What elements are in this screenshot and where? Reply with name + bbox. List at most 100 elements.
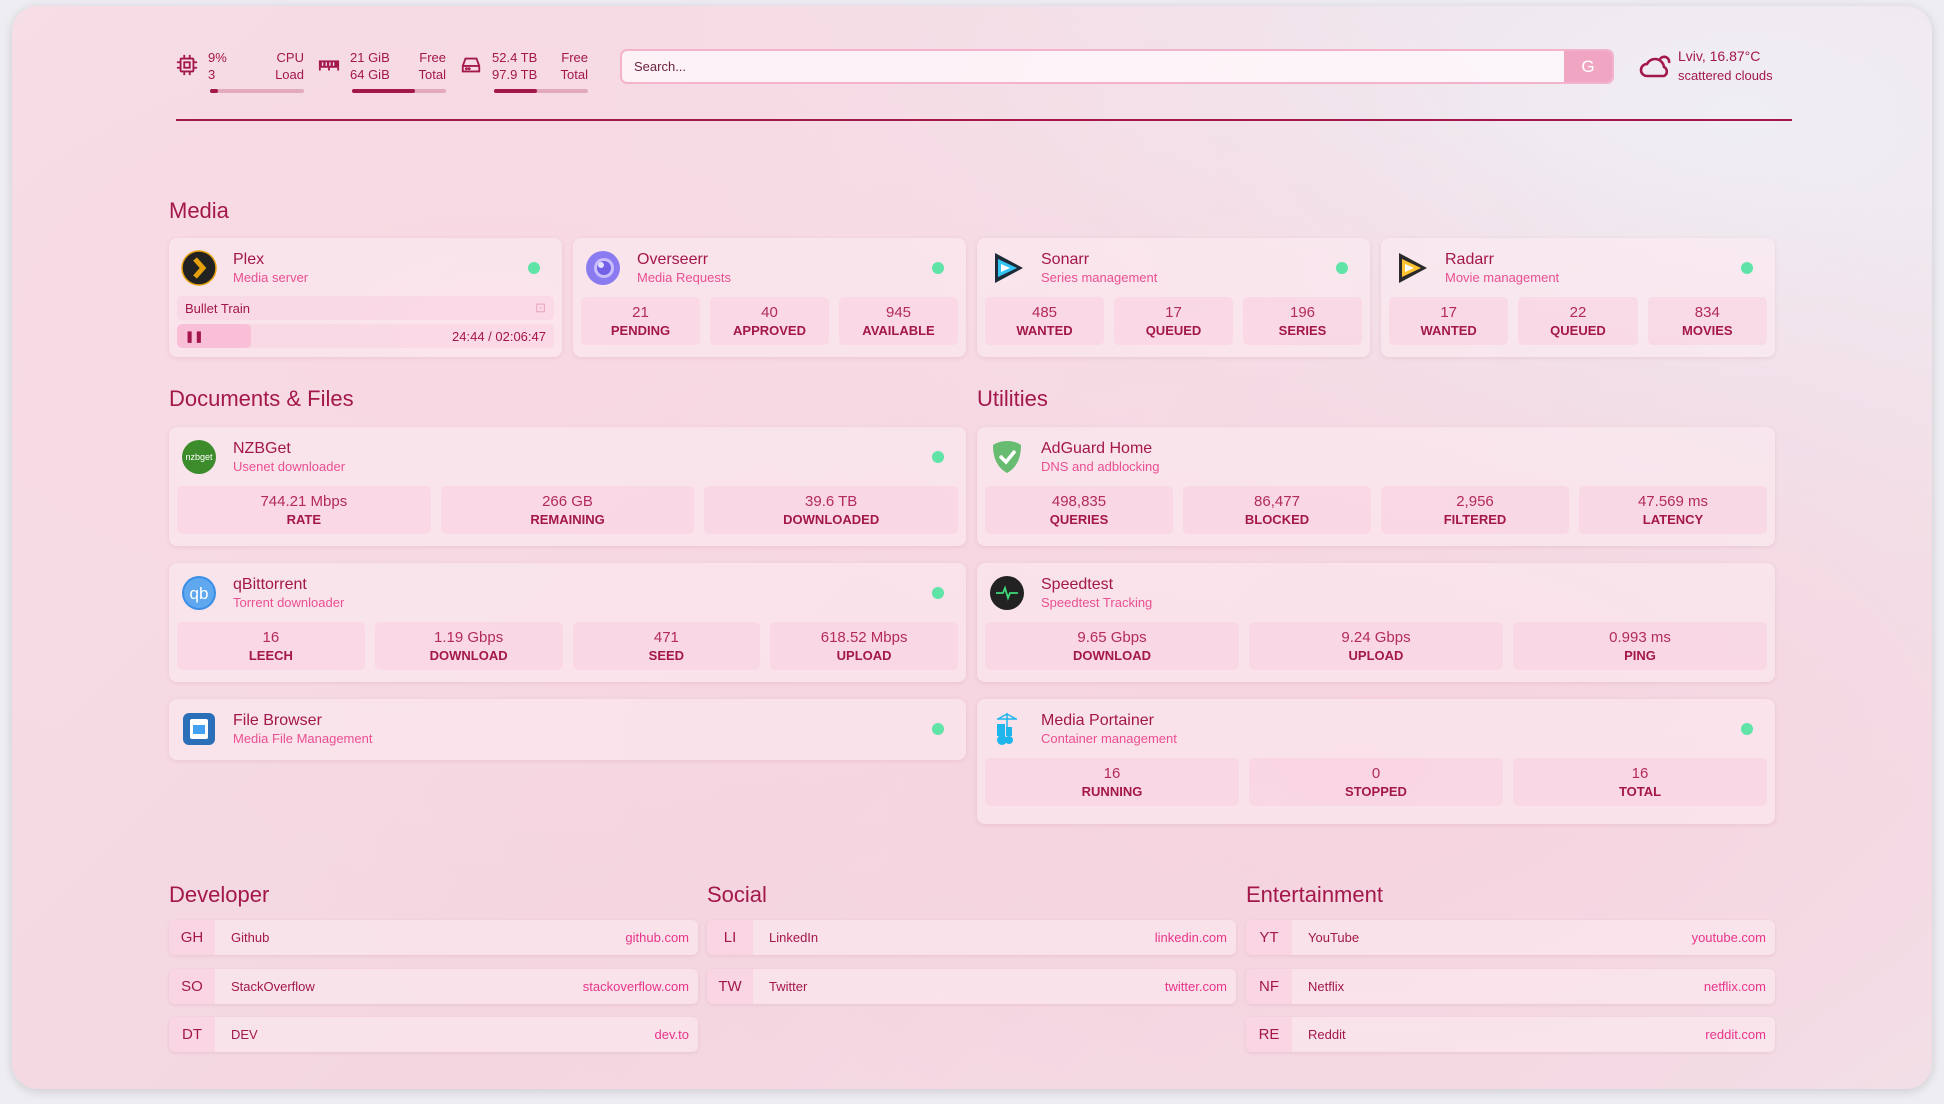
service-name: Media Portainer [1041,711,1154,729]
memory-widget: 21 GiB Free 64 GiB Total [318,49,446,93]
service-card-overseerr[interactable]: Overseerr Media Requests 21 PENDING 40 APPR… [573,238,966,357]
adguard-icon [989,439,1025,475]
stat-value: 17 [1165,304,1182,321]
service-card-plex[interactable]: Plex Media server Bullet Train ⊡ ❚❚ 24:44 … [169,238,562,357]
stat-label: WANTED [1016,323,1073,338]
stat-value: 16 [1103,765,1121,782]
stat-value: 945 [885,304,912,321]
stat-label: LATENCY [1642,512,1704,527]
bookmark-stackoverflow[interactable]: SO StackOverflow stackoverflow.com [169,968,698,1004]
pause-icon[interactable]: ❚❚ [185,330,204,343]
bookmark-url: github.com [625,930,689,945]
stat-value: 22 [1569,304,1587,321]
bookmark-dev[interactable]: DT DEV dev.to [169,1017,698,1052]
stat-downloaded: 39.6 TB DOWNLOADED [704,486,959,534]
bookmark-linkedin[interactable]: LI LinkedIn linkedin.com [707,920,1236,955]
stat-movies: 834 MOVIES [1647,297,1767,345]
service-card-portainer[interactable]: Media Portainer Container management 16 R… [977,699,1775,824]
service-description: Series management [1041,269,1158,285]
stat-label: QUEUED [1145,323,1202,338]
now-playing[interactable]: Bullet Train ⊡ [177,296,554,320]
memory-icon [318,54,340,79]
service-name: Speedtest [1041,575,1114,593]
stat-queries: 498,835 QUERIES [985,486,1173,534]
service-header: Sonarr Series management [985,248,1362,288]
status-indicator [1741,723,1753,735]
svg-text:nzbget: nzbget [185,452,213,462]
service-card-sonarr[interactable]: Sonarr Series management 485 WANTED 17 QUEU… [977,238,1370,357]
speedtest-icon [989,575,1025,611]
free-label: Free [419,50,446,65]
service-card-radarr[interactable]: Radarr Movie management 17 WANTED 22 QUEUED… [1381,238,1775,357]
stat-wanted: 485 WANTED [985,297,1104,345]
bookmark-reddit[interactable]: RE Reddit reddit.com [1246,1017,1775,1052]
service-description: Speedtest Tracking [1041,594,1153,610]
disk-free: 52.4 TB [492,50,538,65]
service-description: Container management [1041,730,1177,746]
cpu-label: CPU [276,50,304,65]
weather-location: Lviv, 16.87°C [1678,48,1761,64]
stat-upload: 9.24 Gbps UPLOAD [1249,622,1503,670]
service-name: Radarr [1445,250,1494,268]
playback-progress[interactable]: ❚❚ 24:44 / 02:06:47 [177,324,554,348]
stat-label: PING [1624,648,1656,663]
playback-time: 24:44 / 02:06:47 [452,328,546,344]
status-indicator [1336,262,1348,274]
bookmark-name: StackOverflow [231,978,315,994]
search-bar: G [620,49,1614,84]
stat-value: 40 [761,304,778,321]
search-input[interactable] [622,59,1564,74]
svg-text:qb: qb [190,584,209,603]
bookmark-name: Twitter [769,978,808,994]
service-card-adguard[interactable]: AdGuard Home DNS and adblocking 498,835 Q… [977,427,1775,546]
stat-label: PENDING [610,323,671,338]
section-title-media: Media [169,198,229,223]
service-description: DNS and adblocking [1041,458,1160,474]
stat-stopped: 0 STOPPED [1249,758,1503,806]
stat-value: 485 [1031,304,1058,321]
service-header: File Browser Media File Management [177,709,958,749]
bookmark-github[interactable]: GH Github github.com [169,920,698,955]
search-provider-button[interactable]: G [1564,51,1612,82]
disk-bar [494,89,588,93]
stat-total: 16 TOTAL [1513,758,1767,806]
stat-value: 471 [653,629,679,646]
weather-widget[interactable]: Lviv, 16.87°C scattered clouds [1678,46,1773,86]
stat-label: STOPPED [1345,784,1407,799]
service-card-qbittorrent[interactable]: qb qBittorrent Torrent downloader 16 LEEC… [169,563,966,682]
stat-label: APPROVED [733,323,806,338]
service-card-nzbget[interactable]: nzbget NZBGet Usenet downloader 744.21 M… [169,427,966,546]
disk-widget: 52.4 TB Free 97.9 TB Total [460,49,588,93]
stat-running: 16 RUNNING [985,758,1239,806]
cpu-load: 3 [208,67,216,82]
bookmark-abbr: TW [707,968,753,1004]
load-label: Load [275,67,304,82]
stat-value: 9.65 Gbps [1077,629,1147,646]
disk-icon [460,54,482,79]
total-label: Total [418,67,446,82]
stat-remaining: 266 GB REMAINING [440,486,695,534]
plex-icon [181,250,217,286]
disk-total: 97.9 TB [492,67,538,82]
stat-value: 16 [1631,765,1649,782]
service-name: NZBGet [233,439,291,457]
stat-series: 196 SERIES [1243,297,1362,345]
free-label: Free [561,50,588,65]
bookmark-twitter[interactable]: TW Twitter twitter.com [707,968,1236,1004]
section-title-entertainment: Entertainment [1246,882,1383,907]
bookmark-youtube[interactable]: YT YouTube youtube.com [1246,920,1775,955]
weather-condition: scattered clouds [1678,68,1773,83]
bookmark-url: stackoverflow.com [582,978,689,994]
stat-upload: 618.52 Mbps UPLOAD [770,622,958,670]
service-card-filebrowser[interactable]: File Browser Media File Management [169,699,966,760]
bookmark-abbr: GH [169,920,215,955]
stat-queued: 17 QUEUED [1114,297,1233,345]
dashboard: 9% CPU 3 Load 21 GiB Free 64 GiB Total 52.4 TB… [12,6,1932,1089]
service-description: Torrent downloader [233,594,345,610]
bookmark-netflix[interactable]: NF Netflix netflix.com [1246,968,1775,1004]
portainer-icon [989,711,1025,747]
cloud-sun-icon [1638,50,1674,85]
stat-value: 21 [632,304,649,321]
stat-label: BLOCKED [1244,512,1310,527]
service-card-speedtest[interactable]: Speedtest Speedtest Tracking 9.65 Gbps DO… [977,563,1775,682]
